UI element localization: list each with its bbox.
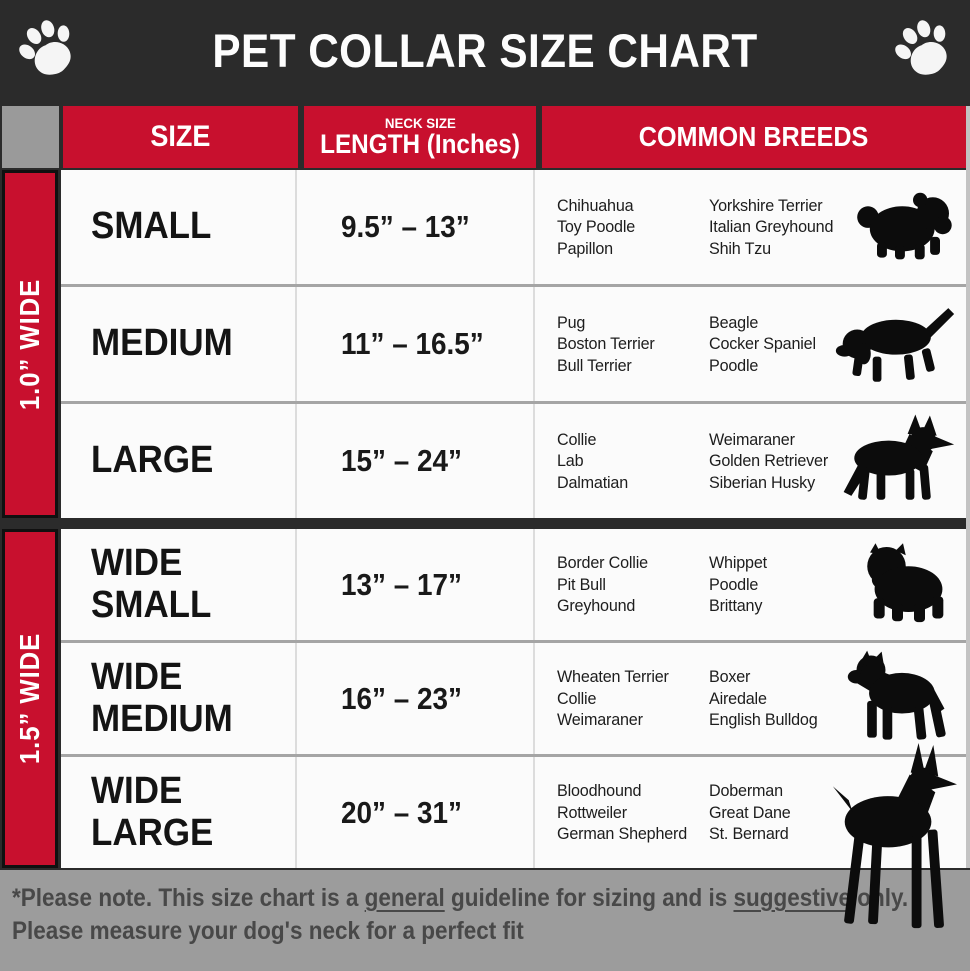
breed-list: Border Collie Pit Bull Greyhound	[557, 553, 648, 616]
length-cell: 11” – 16.5”	[297, 287, 535, 401]
breed-list: Whippet Poodle Brittany	[709, 553, 767, 616]
paw-icon	[895, 20, 947, 75]
paw-icon	[19, 20, 71, 75]
note-line-1: *Please note. This size chart is a gener…	[12, 884, 909, 912]
breed-list: Doberman Great Dane St. Bernard	[709, 781, 791, 844]
size-cell: WIDE LARGE	[61, 757, 297, 868]
neck-size-label: NECK SIZE	[384, 115, 456, 131]
breeds-cell: Border Collie Pit Bull Greyhound Whippet Po…	[535, 529, 966, 640]
breed-list: Pug Boston Terrier Bull Terrier	[557, 312, 655, 375]
bulldog-icon	[867, 542, 944, 622]
length-cell: 16” – 23”	[297, 643, 535, 754]
length-cell: 15” – 24”	[297, 404, 535, 518]
breeds-cell: Collie Lab Dalmatian Weimaraner Golden Retr…	[535, 404, 966, 518]
chart-header: PET COLLAR SIZE CHART	[0, 0, 970, 100]
breed-list: Weimaraner Golden Retriever Siberian Husky	[709, 429, 829, 492]
footer-note: *Please note. This size chart is a gener…	[0, 870, 970, 971]
length-cell: 9.5” – 13”	[297, 170, 535, 284]
breed-list: Yorkshire Terrier Italian Greyhound Shih T…	[709, 195, 834, 258]
breed-list: Collie Lab Dalmatian	[557, 429, 628, 492]
column-header-length: NECK SIZE LENGTH (Inches)	[304, 106, 536, 168]
group-label-1-5-inch-wide: 1.5” WIDE	[2, 529, 58, 868]
doberman-icon	[832, 743, 957, 929]
breed-list: Beagle Cocker Spaniel Poodle	[709, 312, 816, 375]
length-cell: 20” – 31”	[297, 757, 535, 868]
breed-list: Bloodhound Rottweiler German Shepherd	[557, 781, 688, 844]
length-label: LENGTH (Inches)	[320, 129, 520, 159]
shih-tzu-icon	[857, 192, 952, 260]
size-cell: WIDE SMALL	[61, 529, 297, 640]
group-label-1-inch-wide: 1.0” WIDE	[2, 170, 58, 518]
pitbull-icon	[847, 650, 946, 740]
size-group-1: SMALL 9.5” – 13” Chihuahua Toy Poodle Papi…	[61, 170, 966, 518]
breeds-cell: Pug Boston Terrier Bull Terrier Beagle Cock…	[535, 287, 966, 401]
note-line-2: Please measure your dog's neck for a per…	[12, 917, 524, 945]
size-cell: MEDIUM	[61, 287, 297, 401]
table-row-small: SMALL 9.5” – 13” Chihuahua Toy Poodle Papi…	[61, 170, 966, 284]
table-row-wide-large: WIDE LARGE 20” – 31” Bloodhound Rottweile…	[61, 743, 966, 929]
size-group-2: WIDE SMALL 13” – 17” Border Collie Pit Bu…	[61, 529, 966, 929]
column-header-size: SIZE	[63, 106, 298, 168]
corner-cell	[2, 106, 59, 168]
table-right-edge	[966, 106, 970, 868]
page-title: PET COLLAR SIZE CHART	[212, 23, 758, 77]
breeds-cell: Wheaten Terrier Collie Weimaraner Boxer Air…	[535, 643, 966, 754]
table-row-wide-medium: WIDE MEDIUM 16” – 23” Wheaten Terrier Col…	[61, 640, 966, 754]
german-shepherd-icon	[843, 414, 955, 500]
column-header-breeds: COMMON BREEDS	[542, 106, 966, 168]
table-row-large: LARGE 15” – 24” Collie Lab Dalmatian Weima…	[61, 401, 966, 518]
breeds-cell: Bloodhound Rottweiler German Shepherd Dobe…	[535, 743, 966, 929]
beagle-icon	[835, 308, 955, 382]
size-cell: LARGE	[61, 404, 297, 518]
size-cell: WIDE MEDIUM	[61, 643, 297, 754]
length-cell: 13” – 17”	[297, 529, 535, 640]
table-row-wide-small: WIDE SMALL 13” – 17” Border Collie Pit Bu…	[61, 529, 966, 640]
breeds-cell: Chihuahua Toy Poodle Papillon Yorkshire Te…	[535, 170, 966, 284]
breed-list: Chihuahua Toy Poodle Papillon	[557, 195, 636, 258]
size-cell: SMALL	[61, 170, 297, 284]
breed-list: Wheaten Terrier Collie Weimaraner	[557, 667, 669, 730]
table-row-medium: MEDIUM 11” – 16.5” Pug Boston Terrier Bull…	[61, 284, 966, 401]
breed-list: Boxer Airedale English Bulldog	[709, 667, 818, 730]
